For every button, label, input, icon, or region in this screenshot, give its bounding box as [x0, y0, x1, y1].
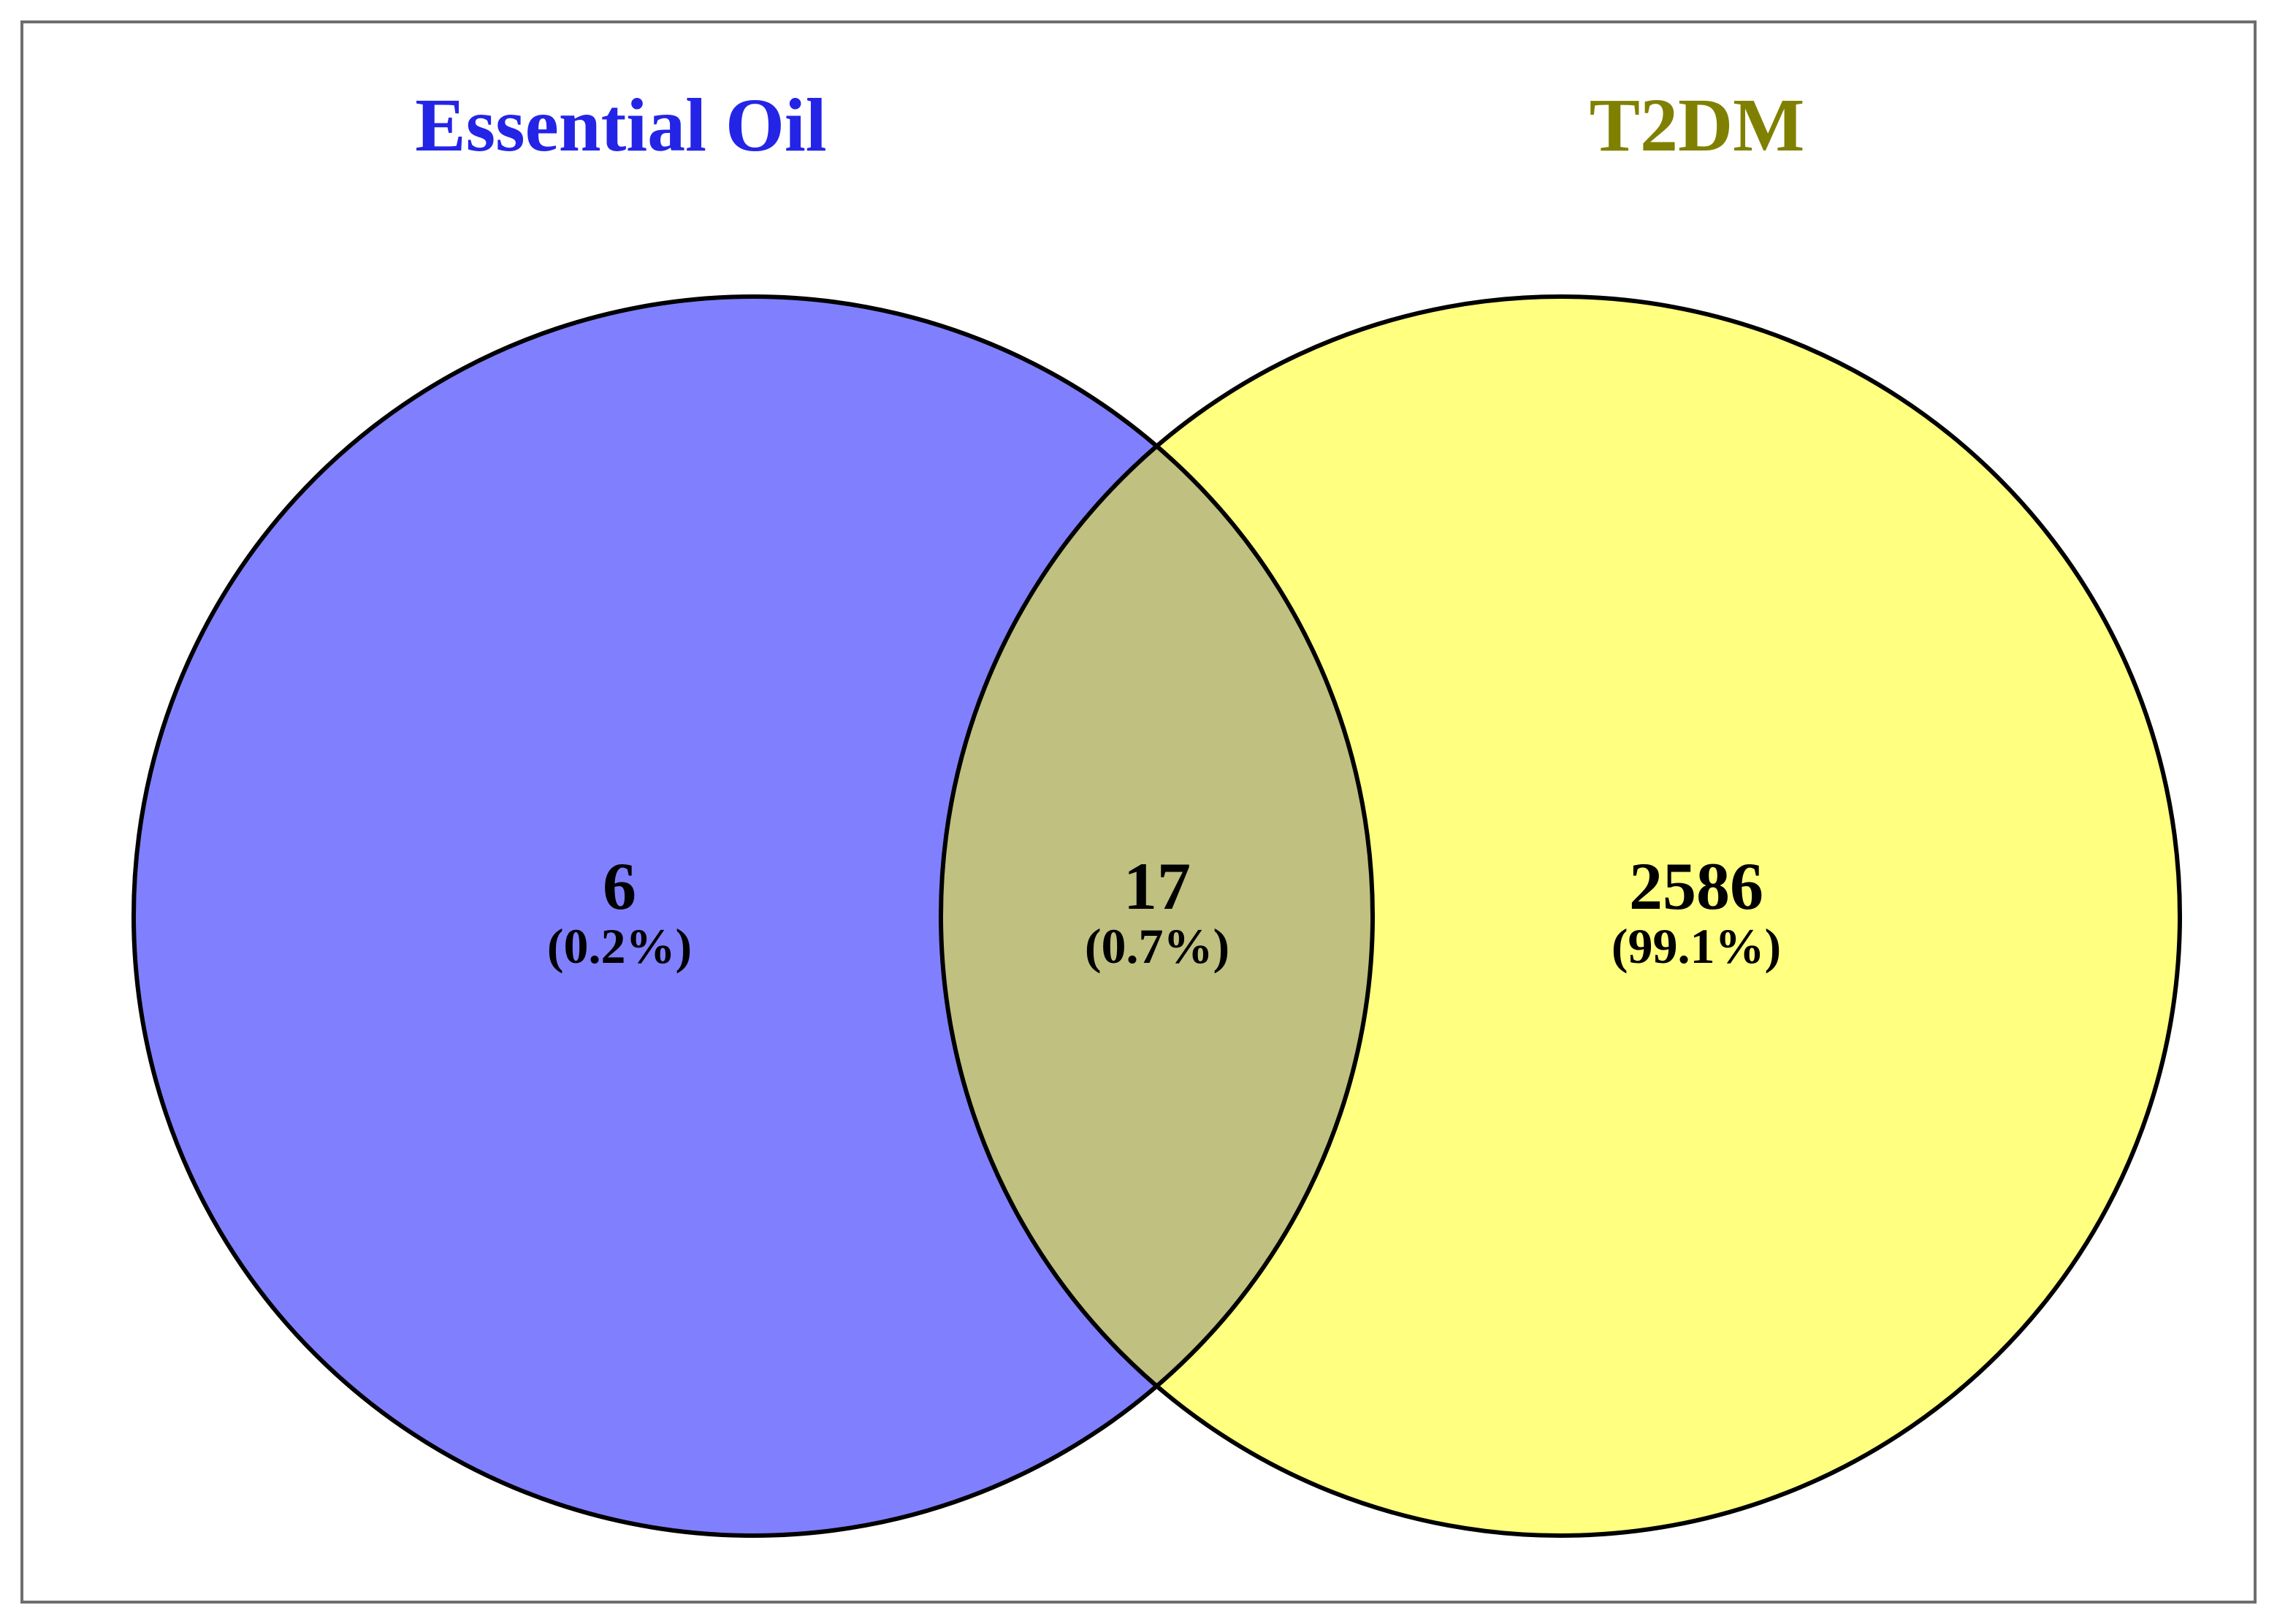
essential-oil-label: Essential Oil: [415, 83, 826, 167]
t2dm-label: T2DM: [1590, 83, 1805, 167]
t2dm-circle-outline: [939, 294, 2182, 1538]
intersection-percent: (0.7%): [1085, 918, 1229, 974]
right-only-count: 2586: [1629, 849, 1763, 923]
left-only-count: 6: [603, 849, 636, 923]
left-only-percent: (0.2%): [547, 918, 692, 974]
essential-oil-circle-outline: [131, 294, 1375, 1538]
intersection-count: 17: [1124, 849, 1191, 923]
right-only-percent: (99.1%): [1612, 918, 1781, 974]
intersection-region: [941, 297, 1373, 1536]
